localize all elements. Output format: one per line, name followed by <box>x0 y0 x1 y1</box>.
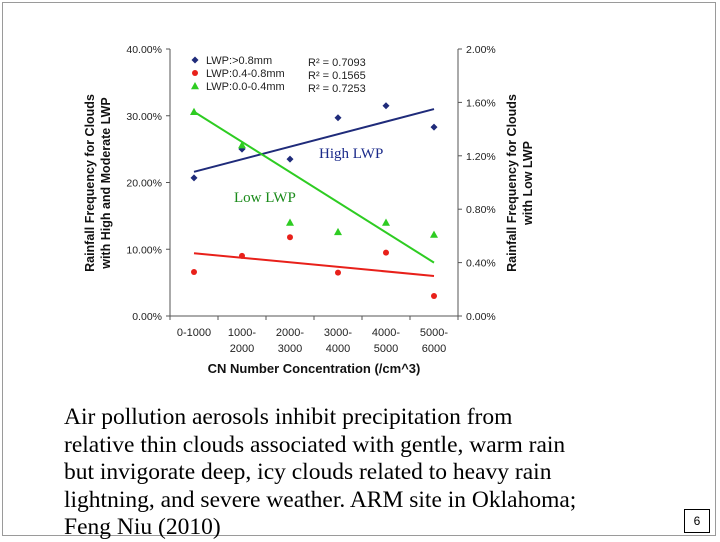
right-axis-title: Rainfall Frequency for Clouds with Low LW… <box>505 94 535 272</box>
series-3-point <box>382 218 390 226</box>
right-tick-label: 2.00% <box>466 44 496 56</box>
legend-marker-2 <box>192 70 198 76</box>
right-axis-title-line: with Low LWP <box>521 141 535 226</box>
left-tick-label: 0.00% <box>132 311 162 323</box>
annotation-low-lwp: Low LWP <box>234 190 296 206</box>
series-3-point <box>334 227 342 236</box>
x-tick-label: 3000 <box>278 343 302 355</box>
x-tick-label: 1000- <box>228 327 256 339</box>
r-squared-label-1: R² = 0.7093 <box>308 57 366 69</box>
right-tick-label: 0.80% <box>466 204 496 216</box>
x-tick-label: 0-1000 <box>177 327 211 339</box>
legend-label-1: LWP:>0.8mm <box>206 55 272 67</box>
right-tick-label: 0.00% <box>466 311 496 323</box>
legend-marker-3 <box>191 82 199 90</box>
page-number: 6 <box>684 509 710 533</box>
right-axis-title-line: Rainfall Frequency for Clouds <box>505 94 519 272</box>
series-2-point <box>335 269 341 276</box>
trend-lines <box>193 108 435 277</box>
series-2-point <box>287 234 293 241</box>
x-tick-label: 5000- <box>420 327 448 339</box>
right-tick-label: 0.40% <box>466 258 496 270</box>
series-1-point <box>430 123 438 131</box>
x-tick-label: 4000 <box>326 343 350 355</box>
series-3-point <box>190 107 198 115</box>
left-axis-title-line: with High and Moderate LWP <box>99 97 113 270</box>
left-axis-title: Rainfall Frequency for Clouds with High a… <box>83 94 113 272</box>
r-squared-label-2: R² = 0.1565 <box>308 70 366 82</box>
series-3-point <box>430 230 438 238</box>
series-2-point <box>191 268 197 275</box>
left-tick-label: 10.00% <box>126 244 162 256</box>
series-2-point <box>431 292 437 299</box>
trend-line-1 <box>193 108 435 173</box>
x-tick-label: 4000- <box>372 327 400 339</box>
x-tick-label: 5000 <box>374 343 398 355</box>
left-tick-label: 30.00% <box>126 111 162 123</box>
right-tick-label: 1.60% <box>466 97 496 109</box>
legend-label-2: LWP:0.4-0.8mm <box>206 68 285 80</box>
x-tick-label: 2000 <box>230 343 254 355</box>
right-tick-label: 1.20% <box>466 151 496 163</box>
annotation-high-lwp: High LWP <box>319 146 383 162</box>
trend-line-3 <box>193 110 435 264</box>
axis-labels: CN Number Concentration (/cm^3) Rainfall … <box>83 94 535 376</box>
x-tick-label: 2000- <box>276 327 304 339</box>
annotations: High LWP Low LWP <box>234 146 383 206</box>
trend-line-2 <box>193 252 435 277</box>
legend-label-3: LWP:0.0-0.4mm <box>206 81 285 93</box>
series-2-point <box>239 252 245 259</box>
series-1-point <box>382 102 390 110</box>
slide-caption: Air pollution aerosols inhibit precipita… <box>64 404 577 540</box>
left-tick-label: 20.00% <box>126 178 162 190</box>
x-tick-label: 6000 <box>422 343 446 355</box>
series-1-point <box>190 174 198 182</box>
chart-legend: LWP:>0.8mm R² = 0.7093 LWP:0.4-0.8mm R² = 0… <box>191 55 366 95</box>
chart-axes: 0.00% 10.00% 20.00% 30.00% 40.00% 0.00% 0.40% 0… <box>126 44 495 355</box>
rainfall-frequency-chart: 0.00% 10.00% 20.00% 30.00% 40.00% 0.00% 0.40% 0… <box>83 44 535 376</box>
series-3-point <box>286 218 294 226</box>
r-squared-label-3: R² = 0.7253 <box>308 83 366 95</box>
legend-marker-1 <box>191 56 199 64</box>
left-axis-title-line: Rainfall Frequency for Clouds <box>83 94 97 272</box>
left-tick-label: 40.00% <box>126 44 162 56</box>
x-tick-label: 3000- <box>324 327 352 339</box>
series-2-point <box>383 249 389 256</box>
series-3-point <box>238 141 246 149</box>
data-points <box>190 102 438 299</box>
series-1-point <box>334 114 342 122</box>
x-axis-title: CN Number Concentration (/cm^3) <box>208 361 421 376</box>
slide-frame <box>2 2 716 536</box>
series-1-point <box>286 155 294 163</box>
